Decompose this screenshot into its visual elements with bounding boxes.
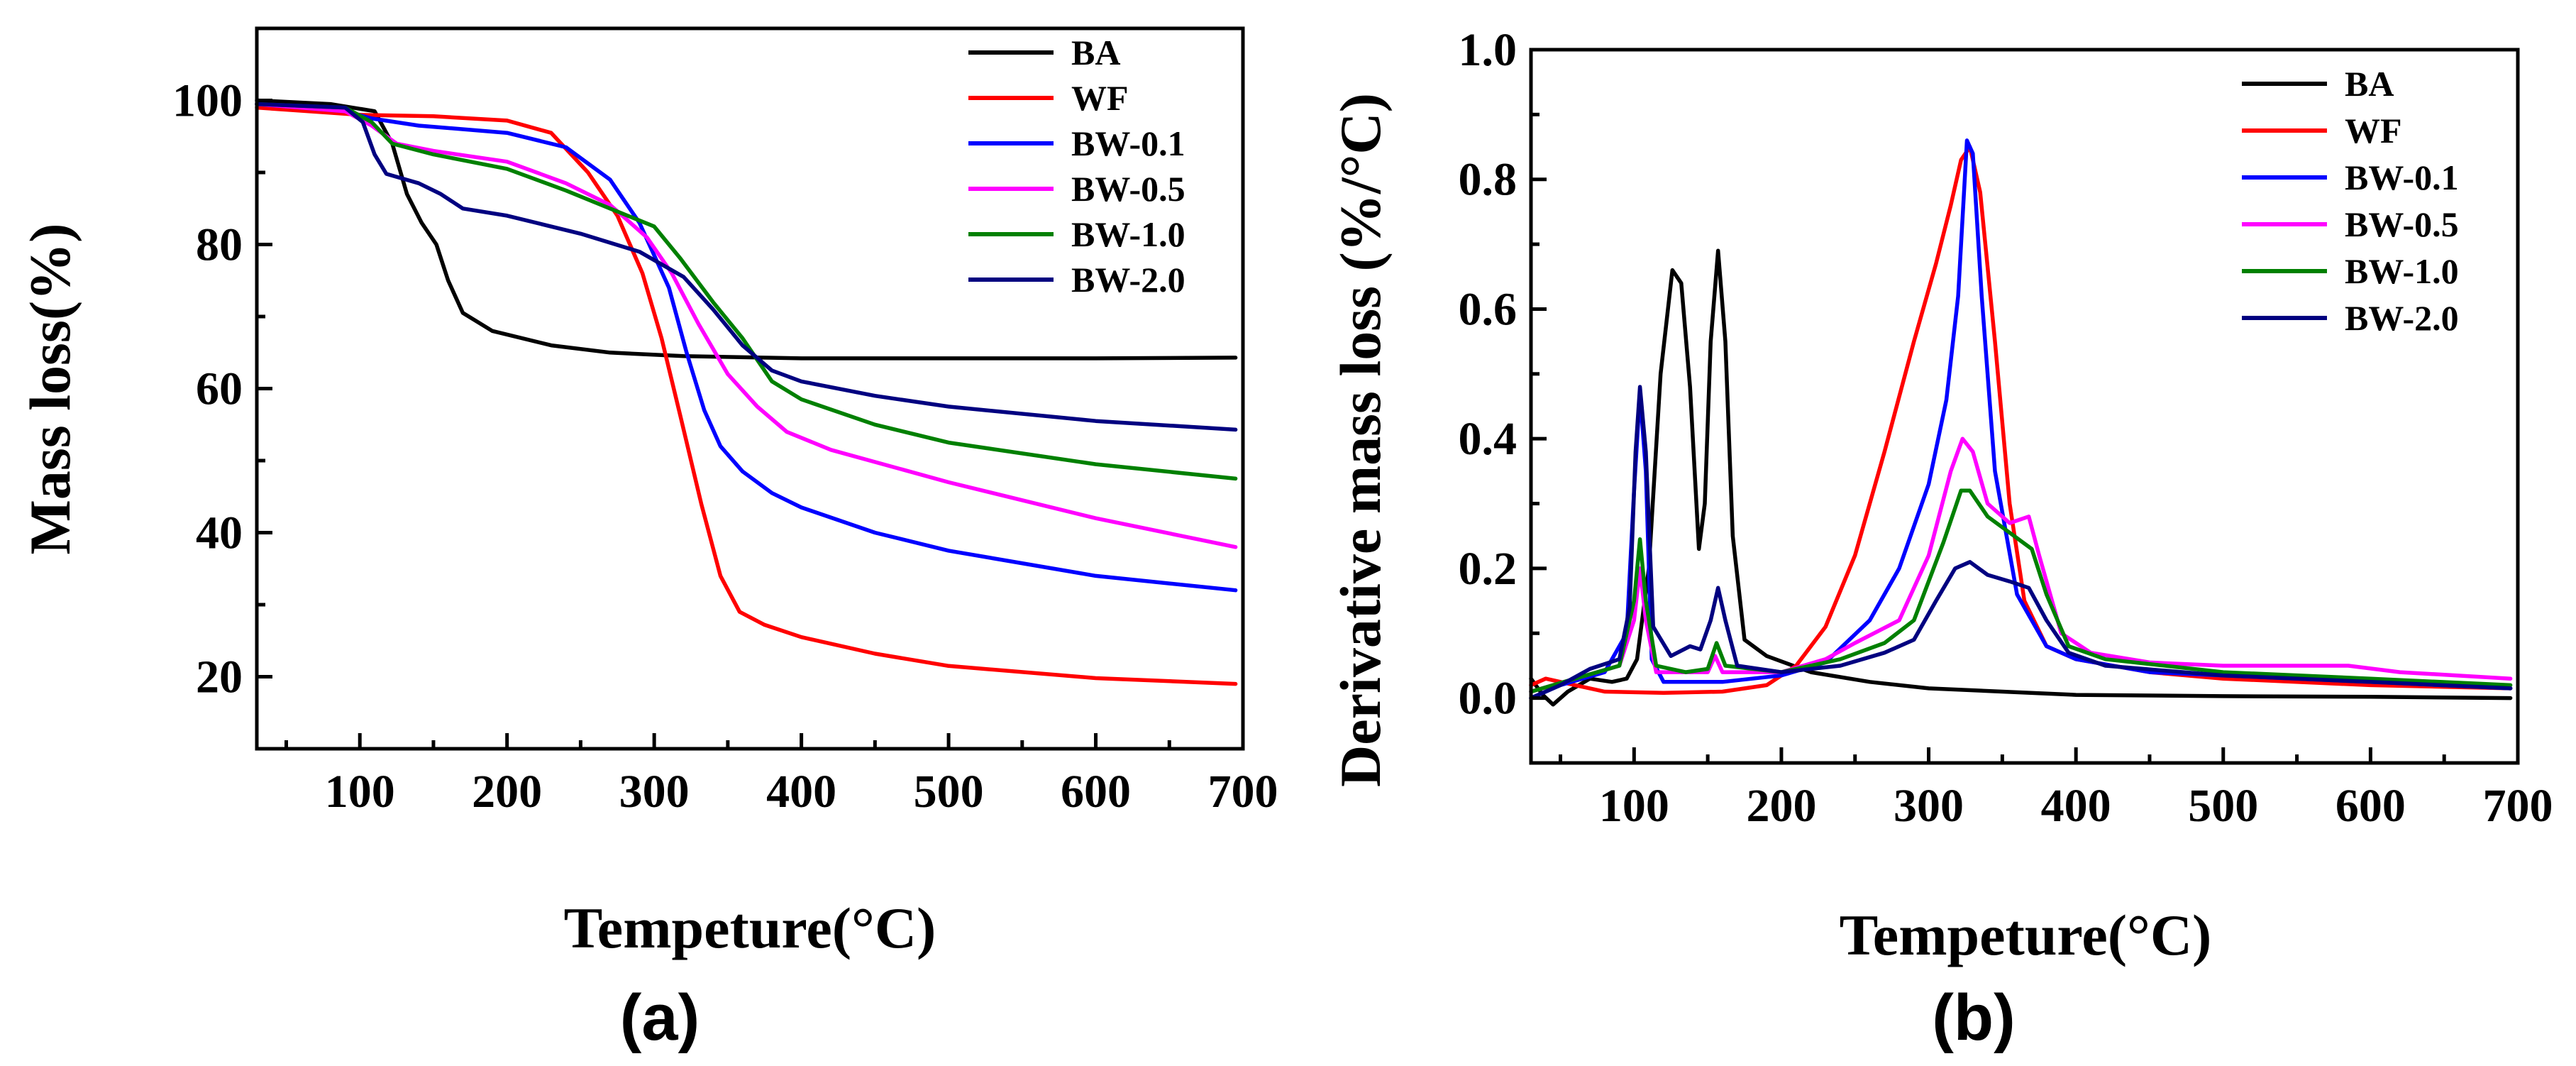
- panel-a-legend-label-wf: WF: [1071, 78, 1129, 118]
- panel-b-x-tick-label: 600: [2335, 780, 2406, 832]
- panel-a-caption: (a): [620, 982, 700, 1054]
- panel-b-y-tick-label: 0.6: [1459, 283, 1518, 335]
- panel-a-series-line-bw-1-0: [255, 101, 1238, 481]
- panel-b-legend: BA WF BW-0.1 BW-0.5 BW-1.0 BW-2.0: [2242, 64, 2459, 338]
- panel-a-x-tick-label: 400: [766, 766, 836, 818]
- panel-b-x-tick-label: 500: [2188, 780, 2258, 832]
- panel-a-series-line-ba: [255, 98, 1238, 361]
- panel-a-legend-label-bw-0-5: BW-0.5: [1071, 169, 1185, 209]
- panel-a-series-line-bw-0-5: [255, 101, 1238, 549]
- panel-a-legend: BA WF BW-0.1 BW-0.5 BW-1.0 BW-2.0: [968, 33, 1185, 300]
- panel-a-x-tick-label: 700: [1208, 766, 1278, 818]
- panel-a-x-ticks: 100 200 300 400 500 600 700: [284, 733, 1278, 818]
- panel-a-y-ticks: 20 40 60 80 100: [172, 75, 272, 703]
- panel-a-mass-loss-chart: 100 200 300 400 500 600 700 20 40 60 80 100 BA WF BW…: [18, 26, 1278, 1054]
- panel-b-y-tick-label: 1.0: [1459, 24, 1518, 76]
- panel-a-y-tick-label: 40: [196, 507, 243, 559]
- panel-a-x-tick-label: 200: [472, 766, 542, 818]
- panel-b-x-tick-label: 700: [2483, 780, 2553, 832]
- panel-b-y-tick-label: 0.8: [1459, 154, 1518, 206]
- panel-b-legend-label-wf: WF: [2345, 111, 2402, 150]
- panel-b-x-ticks: 100 200 300 400 500 600 700: [1559, 747, 2553, 832]
- panel-b-x-tick-label: 100: [1599, 780, 1669, 832]
- panel-b-series-line-bw-0-5: [1529, 436, 2513, 694]
- panel-b-x-tick-label: 200: [1746, 780, 1816, 832]
- panel-a-x-tick-label: 100: [325, 766, 395, 818]
- panel-a-x-tick-label: 600: [1061, 766, 1131, 818]
- panel-b-plot-frame: [1529, 48, 2520, 765]
- panel-b-derivative-chart: 100 200 300 400 500 600 700 0.0 0.2 0.4 0.6 0.8 1.0…: [1328, 24, 2553, 1054]
- panel-a-y-axis-title: Mass loss(%): [18, 224, 82, 555]
- panel-a-legend-label-bw-0-1: BW-0.1: [1071, 123, 1185, 163]
- panel-a-series-line-bw-2-0: [255, 101, 1238, 432]
- panel-b-x-tick-label: 400: [2041, 780, 2111, 832]
- panel-b-y-ticks: 0.0 0.2 0.4 0.6 0.8 1.0: [1459, 24, 1547, 725]
- panel-a-x-tick-label: 500: [914, 766, 984, 818]
- panel-a-x-tick-label: 300: [619, 766, 690, 818]
- panel-b-x-tick-label: 300: [1894, 780, 1964, 832]
- panel-b-y-axis-title: Derivative mass loss (%/°C): [1328, 93, 1393, 787]
- panel-a-legend-label-ba: BA: [1071, 33, 1120, 72]
- panel-b-legend-label-bw-0-5: BW-0.5: [2345, 204, 2459, 244]
- panel-a-y-tick-label: 20: [196, 652, 243, 703]
- panel-b-series-line-ba: [1529, 248, 2513, 707]
- panel-a-y-tick-label: 100: [172, 75, 243, 127]
- panel-b-y-tick-label: 0.4: [1459, 413, 1518, 465]
- panel-b-caption: (b): [1932, 982, 2015, 1054]
- panel-b-legend-label-ba: BA: [2345, 64, 2394, 104]
- panel-b-series-line-bw-1-0: [1529, 488, 2513, 694]
- panel-a-legend-label-bw-1-0: BW-1.0: [1071, 214, 1185, 254]
- panel-b-y-tick-label: 0.0: [1459, 673, 1518, 725]
- panel-b-legend-label-bw-0-1: BW-0.1: [2345, 158, 2459, 197]
- panel-a-x-axis-title: Tempeture(°C): [564, 896, 936, 960]
- panel-a-legend-label-bw-2-0: BW-2.0: [1071, 260, 1185, 300]
- panel-a-series-line-bw-0-1: [255, 101, 1238, 593]
- panel-b-legend-label-bw-2-0: BW-2.0: [2345, 298, 2459, 338]
- panel-a-series: [255, 98, 1238, 686]
- panel-b-y-tick-label: 0.2: [1459, 543, 1518, 595]
- panel-b-legend-label-bw-1-0: BW-1.0: [2345, 251, 2459, 291]
- panel-b-series-line-bw-2-0: [1529, 385, 2513, 700]
- panel-a-series-line-wf: [255, 105, 1238, 686]
- panel-b-x-axis-title: Tempeture(°C): [1840, 903, 2212, 967]
- panel-a-y-tick-label: 80: [196, 219, 243, 271]
- panel-a-y-tick-label: 60: [196, 363, 243, 415]
- panel-b-series: [1529, 138, 2513, 707]
